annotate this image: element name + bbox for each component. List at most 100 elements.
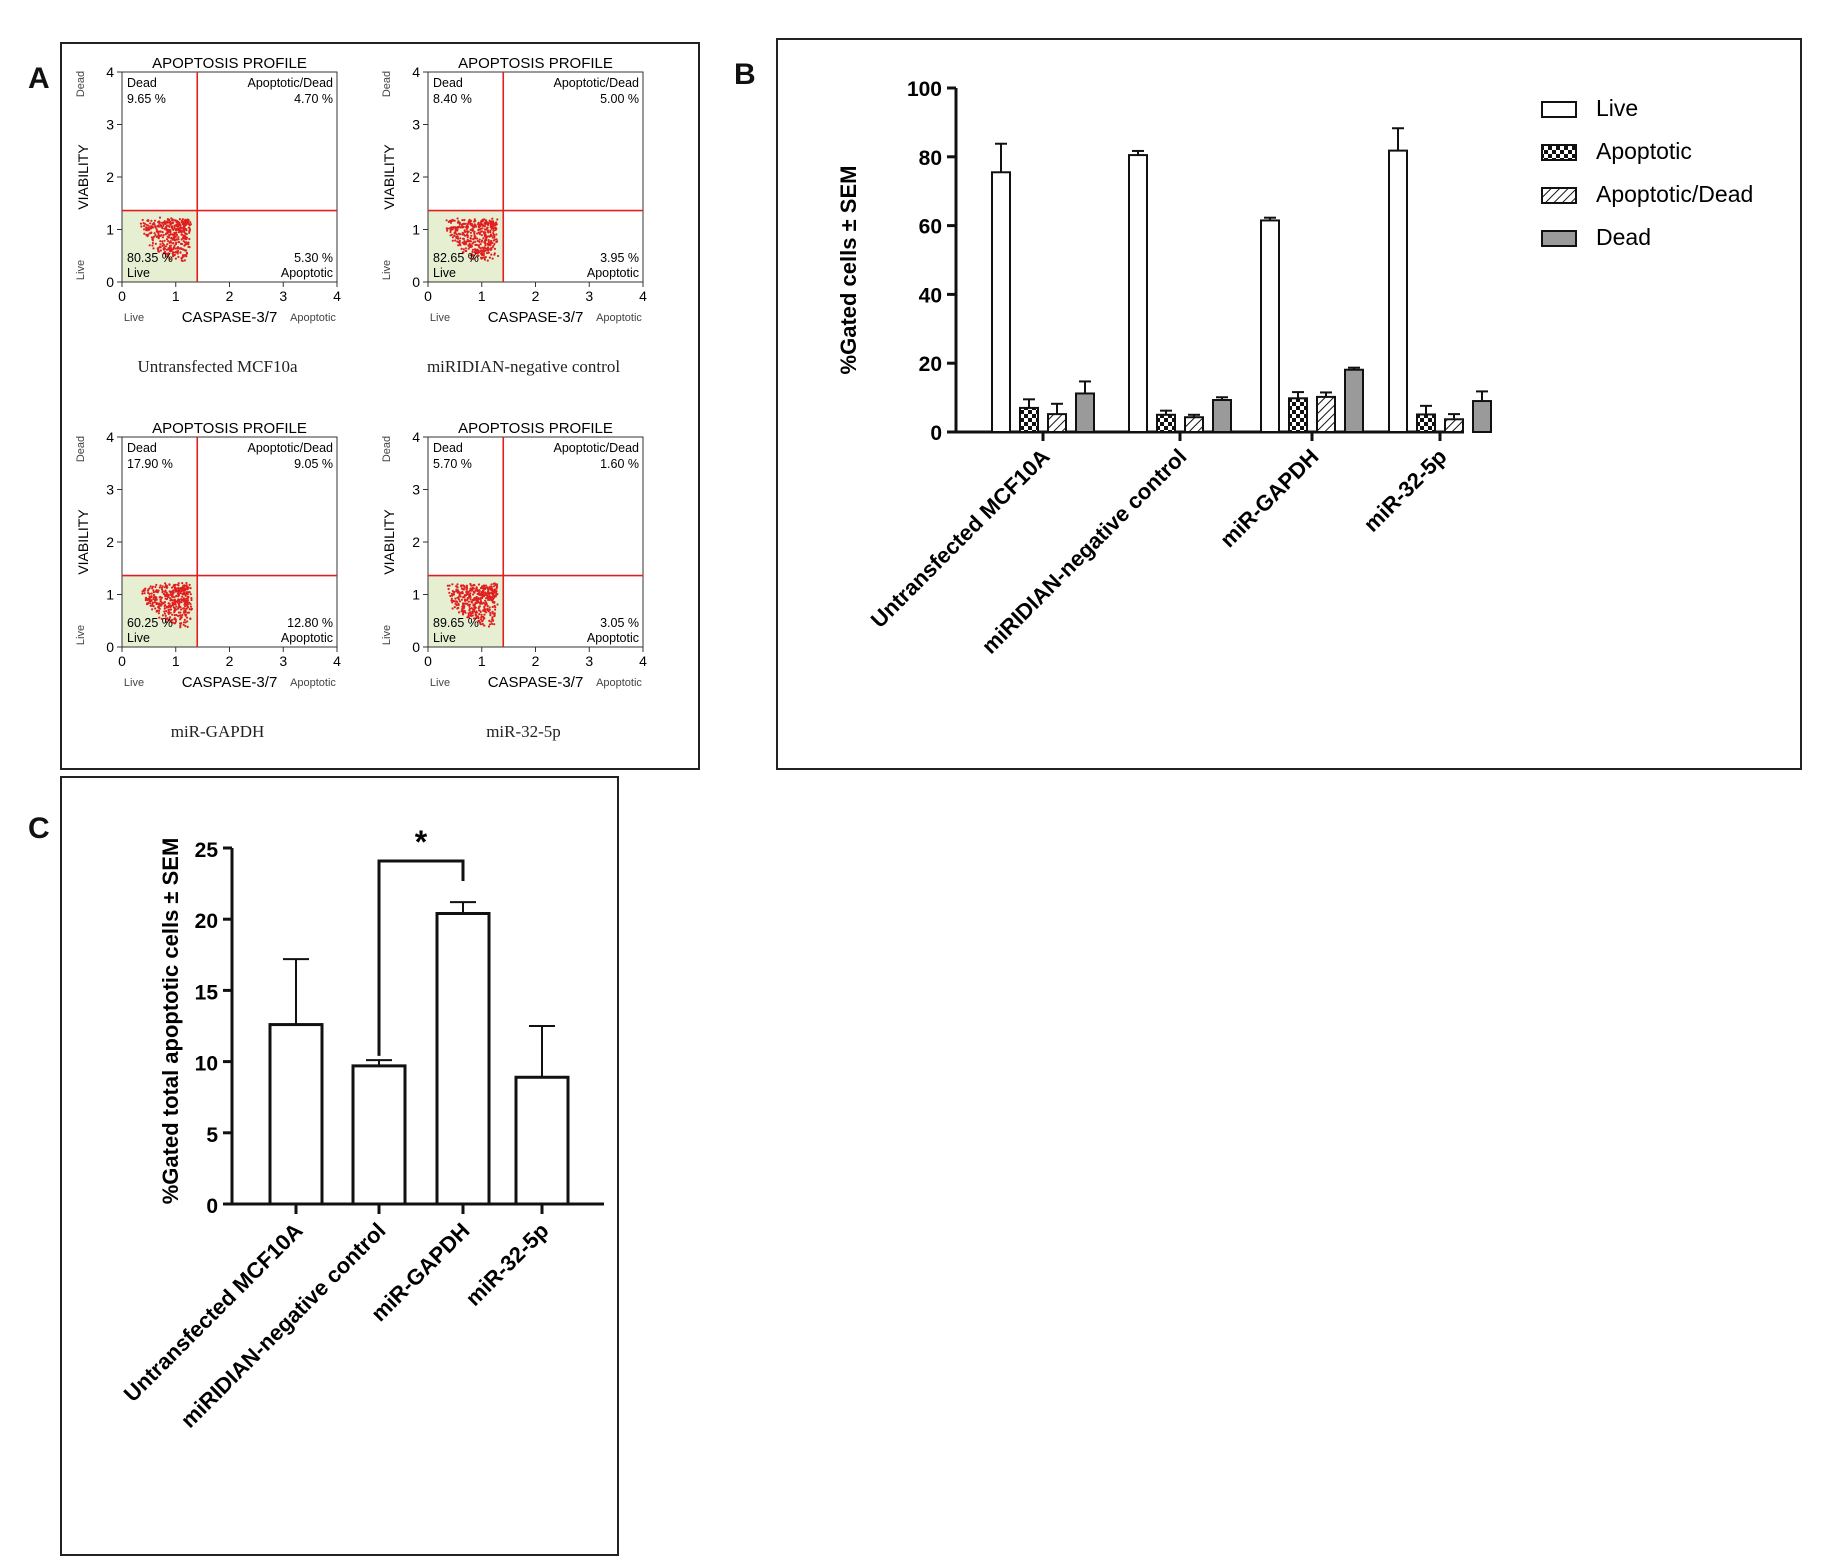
y-tick-label: 3 <box>106 117 114 133</box>
event-dot <box>474 603 477 606</box>
event-dot <box>474 237 477 240</box>
event-dot <box>468 221 471 224</box>
event-dot <box>175 608 178 611</box>
panel-a-letter: A <box>28 62 50 95</box>
event-dot <box>159 600 162 603</box>
y-tick-label: 1 <box>106 222 114 238</box>
event-dot <box>466 225 469 228</box>
event-dot <box>173 237 176 240</box>
y-axis-label: VIABILITY <box>75 509 91 575</box>
event-dot <box>478 240 481 243</box>
event-dot <box>176 583 179 586</box>
event-dot <box>160 224 163 227</box>
y-tick-label: 1 <box>106 587 114 603</box>
event-dot <box>161 602 164 605</box>
event-dot <box>169 244 173 247</box>
x-tick-label: 2 <box>226 653 234 669</box>
event-dot <box>454 600 458 603</box>
event-dot <box>168 246 171 249</box>
quadrant-apoptotic-label: Apoptotic <box>587 266 639 280</box>
event-dot <box>160 596 163 599</box>
event-dot <box>167 611 170 614</box>
event-dot <box>159 598 162 601</box>
event-dot <box>167 608 170 611</box>
event-dot <box>184 625 187 628</box>
quadrant-live-label: Live <box>127 631 150 645</box>
event-dot <box>167 605 170 608</box>
event-dot <box>161 614 164 617</box>
x-right-tag: Apoptotic <box>596 312 642 324</box>
event-dot <box>161 591 164 594</box>
event-dot <box>471 224 474 228</box>
y-top-tag: Dead <box>381 71 393 97</box>
event-dot <box>466 616 469 619</box>
event-dot <box>484 584 488 587</box>
legend-label: Apoptotic/Dead <box>1596 181 1753 207</box>
x-axis-label: CASPASE-3/7 <box>488 674 584 691</box>
flow-plot-caption: miRIDIAN-negative control <box>427 357 620 376</box>
event-dot <box>165 610 168 613</box>
event-dot <box>172 606 175 609</box>
event-dot <box>469 611 472 614</box>
event-dot <box>473 251 476 254</box>
quadrant-live-value: 80.35 % <box>127 251 173 265</box>
event-dot <box>481 224 484 227</box>
bar-apoptotic-dead <box>1184 416 1204 434</box>
event-dot <box>479 250 482 253</box>
event-dot <box>465 233 469 236</box>
event-dot <box>166 230 169 233</box>
event-dot <box>467 247 470 250</box>
event-dot <box>481 585 484 588</box>
event-dot <box>148 587 151 590</box>
event-dot <box>493 252 496 255</box>
event-dot <box>185 600 188 603</box>
event-dot <box>479 618 483 621</box>
quadrant-apoptotic-dead-value: 9.05 % <box>294 457 333 471</box>
event-dot <box>170 599 173 602</box>
event-dot <box>139 222 142 225</box>
event-dot <box>476 598 479 601</box>
panel-c-frame <box>60 776 619 1556</box>
event-dot <box>174 601 177 604</box>
quadrant-apoptotic-label: Apoptotic <box>281 631 333 645</box>
event-dot <box>480 616 483 619</box>
event-dot <box>183 585 186 588</box>
event-dot <box>463 594 467 597</box>
quadrant-apoptotic-dead-value: 4.70 % <box>294 92 333 106</box>
event-dot <box>483 613 486 616</box>
event-dot <box>161 242 164 245</box>
x-left-tag: Live <box>430 312 450 324</box>
event-dot <box>496 218 499 221</box>
event-dot <box>155 583 158 586</box>
event-dot <box>170 250 173 253</box>
event-dot <box>491 610 494 613</box>
event-dot <box>180 622 183 625</box>
event-dot <box>492 619 495 622</box>
event-dot <box>495 238 498 241</box>
event-dot <box>464 611 467 614</box>
event-dot <box>497 254 500 258</box>
event-dot <box>186 611 189 614</box>
event-dot <box>487 230 490 233</box>
event-dot <box>151 241 154 245</box>
event-dot <box>493 247 496 250</box>
event-dot <box>455 235 458 238</box>
event-dot <box>149 585 152 588</box>
event-dot <box>468 609 471 612</box>
event-dot <box>181 592 184 596</box>
y-axis-title: %Gated cells ± SEM <box>836 166 861 375</box>
event-dot <box>451 601 454 604</box>
y-tick-label: 80 <box>919 147 942 170</box>
event-dot <box>462 223 465 226</box>
event-dot <box>154 242 157 245</box>
event-dot <box>186 603 190 606</box>
event-dot <box>181 595 184 598</box>
event-dot <box>487 240 490 243</box>
event-dot <box>472 254 475 257</box>
event-dot <box>159 240 162 243</box>
event-dot <box>452 226 455 229</box>
event-dot <box>446 229 449 232</box>
quadrant-apoptotic-dead-value: 5.00 % <box>600 92 639 106</box>
event-dot <box>490 583 493 586</box>
